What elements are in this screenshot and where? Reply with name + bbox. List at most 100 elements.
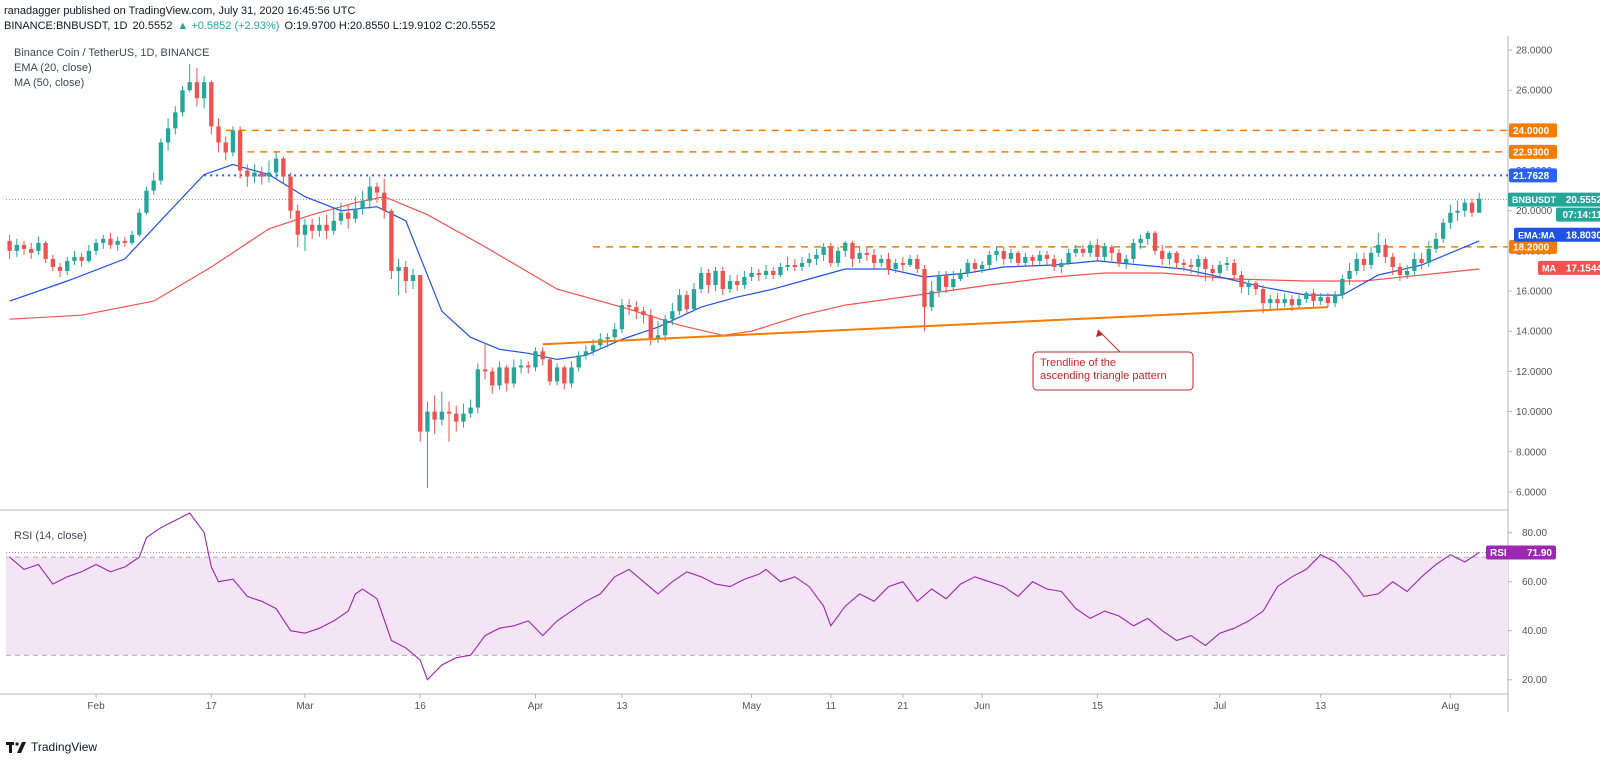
candle-body <box>1203 258 1208 269</box>
time-axis-label: Jul <box>1213 701 1226 712</box>
candle <box>57 262 63 278</box>
candle <box>951 270 956 292</box>
candle <box>1131 238 1136 263</box>
candle <box>1246 279 1251 296</box>
level-label-box <box>1509 168 1557 183</box>
price-tag-value: 20.5552 <box>1566 195 1600 206</box>
candle <box>900 256 906 271</box>
annotation-box <box>1032 351 1194 391</box>
time-axis-label: May <box>742 701 761 712</box>
candle <box>302 218 308 251</box>
footer-brand[interactable]: TradingView <box>31 740 98 754</box>
candle <box>36 236 41 255</box>
candle <box>742 270 747 290</box>
candle <box>915 254 920 273</box>
candle <box>72 250 77 265</box>
price-axis-label: 20.0000 <box>1516 206 1553 217</box>
candle-body <box>173 112 178 129</box>
candle <box>1354 252 1359 276</box>
rsi-legend[interactable]: RSI (14, close) <box>14 530 87 542</box>
candle-body <box>1304 293 1309 300</box>
candle <box>756 268 761 282</box>
candle-body <box>201 82 207 99</box>
candle <box>778 262 783 278</box>
time-axis-label: 13 <box>1315 701 1327 712</box>
candle-body <box>778 266 783 276</box>
candle <box>1253 281 1259 296</box>
candle-body <box>1477 198 1482 213</box>
candle <box>1390 252 1395 276</box>
candle <box>1073 244 1078 257</box>
price-axis-label: 10.0000 <box>1516 407 1553 418</box>
time-axis-label: Apr <box>528 701 544 712</box>
candle <box>7 234 12 259</box>
candle-body <box>497 367 502 386</box>
candle-body <box>1037 254 1042 261</box>
candle <box>50 254 55 271</box>
price-tag-box <box>1508 192 1600 207</box>
candle-body <box>1174 252 1179 263</box>
candle-body <box>374 186 380 193</box>
candle-body <box>915 258 920 269</box>
chart-header: ranadagger published on TradingView.com,… <box>4 4 497 34</box>
candle <box>1152 230 1158 255</box>
time-axis-label: 16 <box>415 701 427 712</box>
candle <box>1296 295 1302 310</box>
candle-body <box>850 242 855 259</box>
candle-body <box>29 248 34 253</box>
candle-body <box>785 264 790 267</box>
candle-body <box>835 250 841 263</box>
candle-body <box>252 172 257 177</box>
candle-body <box>432 411 437 420</box>
candle-body <box>612 329 617 338</box>
candle <box>374 182 380 203</box>
candle-body <box>259 172 264 177</box>
candle-body <box>1318 297 1323 302</box>
candle-body <box>288 176 293 211</box>
candle-body <box>180 90 185 113</box>
candle-body <box>1059 262 1064 267</box>
candle <box>216 118 221 153</box>
candle-body <box>454 413 459 422</box>
candle-body <box>670 311 675 320</box>
price-axis-label: 14.0000 <box>1516 327 1553 338</box>
candle <box>634 301 639 320</box>
candle-body <box>511 367 517 384</box>
candle-body <box>425 411 430 432</box>
candle <box>691 283 697 312</box>
candle-body <box>1217 264 1223 273</box>
legend-ema[interactable]: EMA (20, close) <box>14 62 92 74</box>
candle-body <box>1448 212 1453 223</box>
candle <box>1030 254 1035 267</box>
candle <box>108 232 113 249</box>
candle <box>814 248 819 265</box>
candle <box>792 258 797 271</box>
symbol-line: BINANCE:BNBUSDT, 1D 20.5552 ▲ +0.5852 (+… <box>4 19 497 34</box>
candle <box>886 252 891 276</box>
legend-title[interactable]: Binance Coin / TetherUS, 1D, BINANCE <box>14 47 210 59</box>
rsi-axis-label: 20.00 <box>1522 675 1547 686</box>
candle-body <box>1246 283 1251 288</box>
candle <box>209 80 214 135</box>
candle <box>43 240 48 263</box>
legend-ma[interactable]: MA (50, close) <box>14 77 85 89</box>
candle-body <box>93 242 99 251</box>
candle-body <box>763 270 769 276</box>
candle-body <box>367 186 372 201</box>
candle-body <box>979 264 985 269</box>
candle <box>807 252 812 267</box>
candle <box>554 363 560 386</box>
candle <box>979 260 985 273</box>
candle <box>540 347 545 366</box>
candle-body <box>1124 258 1129 263</box>
candle-body <box>1145 232 1150 239</box>
candle-body <box>331 220 336 231</box>
candle-body <box>727 281 733 290</box>
candle <box>482 343 488 380</box>
rsi-tag-box <box>1486 545 1556 560</box>
candle <box>446 401 452 442</box>
level-label: 24.0000 <box>1513 126 1550 137</box>
candle <box>338 202 344 225</box>
candle-body <box>922 268 927 308</box>
